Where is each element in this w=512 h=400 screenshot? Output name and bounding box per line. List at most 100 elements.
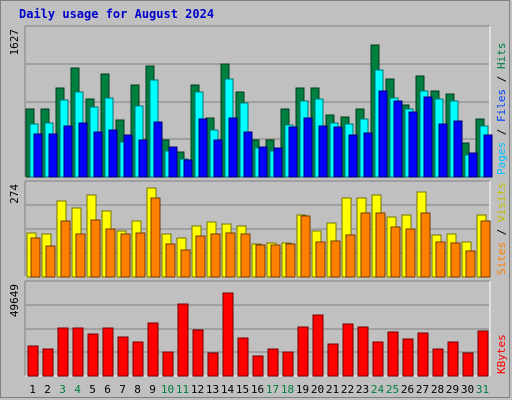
bar-sites	[150, 197, 161, 278]
bar-pages	[468, 152, 478, 178]
bar-kbytes	[177, 303, 189, 377]
bar-pages	[393, 100, 403, 178]
bar-sites	[330, 240, 341, 278]
bar-pages	[408, 111, 418, 178]
bar-pages	[318, 125, 328, 178]
bar-sites	[375, 212, 386, 278]
bar-kbytes	[117, 336, 129, 377]
bar-pages	[423, 96, 433, 178]
x-tick-label: 31	[476, 383, 489, 396]
bar-kbytes	[312, 314, 324, 377]
x-tick-label: 9	[149, 383, 156, 396]
bar-pages	[138, 139, 148, 178]
bar-kbytes	[342, 323, 354, 377]
x-tick-label: 10	[161, 383, 174, 396]
bar-pages	[273, 147, 283, 178]
bar-kbytes	[417, 332, 429, 377]
x-tick-label: 14	[221, 383, 235, 396]
bar-kbytes	[402, 338, 414, 377]
bar-pages	[438, 123, 448, 178]
x-tick-label: 12	[191, 383, 204, 396]
x-tick-label: 20	[311, 383, 324, 396]
bar-pages	[258, 146, 268, 178]
bar-pages	[453, 120, 463, 178]
bar-sites	[450, 242, 461, 278]
legend-kbytes: KBytes	[495, 334, 508, 374]
bar-kbytes	[42, 348, 54, 377]
bar-kbytes	[297, 326, 309, 377]
x-tick-label: 28	[431, 383, 444, 396]
bar-pages	[183, 159, 193, 178]
bar-pages	[198, 118, 208, 178]
bar-pages	[108, 129, 118, 178]
bar-sites	[165, 243, 176, 278]
bar-pages	[168, 146, 178, 178]
bar-kbytes	[327, 343, 339, 377]
x-tick-label: 1	[29, 383, 36, 396]
bar-kbytes	[267, 348, 279, 377]
bar-sites	[345, 234, 356, 278]
x-tick-label: 18	[281, 383, 294, 396]
ymax-label: 274	[8, 184, 21, 204]
bar-sites	[45, 245, 56, 278]
bar-pages	[63, 125, 73, 178]
x-tick-label: 8	[134, 383, 141, 396]
bar-sites	[420, 212, 431, 278]
x-tick-label: 6	[104, 383, 111, 396]
chart-title: Daily usage for August 2024	[19, 7, 215, 21]
x-tick-label: 5	[89, 383, 96, 396]
bar-kbytes	[462, 352, 474, 377]
bar-pages	[288, 126, 298, 178]
x-tick-label: 22	[341, 383, 354, 396]
bar-kbytes	[477, 330, 489, 377]
bar-kbytes	[237, 337, 249, 377]
x-tick-label: 16	[251, 383, 264, 396]
bar-sites	[195, 235, 206, 278]
bar-pages	[93, 131, 103, 178]
x-tick-label: 25	[386, 383, 399, 396]
x-tick-label: 30	[461, 383, 474, 396]
bar-kbytes	[387, 331, 399, 377]
series-legend: KBytes	[495, 334, 508, 374]
bar-pages	[333, 126, 343, 178]
x-tick-label: 17	[266, 383, 279, 396]
bar-pages	[228, 117, 238, 178]
bar-kbytes	[432, 348, 444, 377]
bar-kbytes	[222, 292, 234, 377]
bar-sites	[75, 233, 86, 278]
x-tick-label: 19	[296, 383, 309, 396]
bar-sites	[315, 241, 326, 278]
bar-sites	[285, 243, 296, 278]
bar-sites	[255, 244, 266, 278]
bar-sites	[270, 244, 281, 278]
bar-pages	[363, 132, 373, 178]
bar-pages	[483, 134, 493, 178]
x-tick-label: 11	[176, 383, 189, 396]
bar-kbytes	[372, 341, 384, 377]
bar-pages	[213, 139, 223, 178]
bar-sites	[210, 233, 221, 278]
bar-pages	[348, 134, 358, 178]
bar-sites	[300, 215, 311, 278]
x-tick-label: 26	[401, 383, 414, 396]
legend-visits: Visits	[495, 182, 508, 222]
bar-sites	[135, 232, 146, 278]
x-tick-label: 4	[74, 383, 81, 396]
bar-kbytes	[57, 327, 69, 377]
x-tick-label: 27	[416, 383, 429, 396]
bar-sites	[105, 228, 116, 278]
bar-sites	[405, 228, 416, 278]
bar-kbytes	[27, 345, 39, 377]
x-tick-label: 13	[206, 383, 219, 396]
bar-kbytes	[447, 341, 459, 377]
bar-pages	[243, 131, 253, 178]
bar-sites	[180, 249, 191, 278]
legend-files: Files	[495, 89, 508, 122]
bar-kbytes	[192, 329, 204, 377]
legend-hits: Hits	[495, 43, 508, 70]
bar-pages	[378, 90, 388, 178]
bar-sites	[465, 250, 476, 278]
series-legend: Pages / Files / Hits	[495, 43, 508, 176]
ymax-label: 49649	[8, 284, 21, 317]
